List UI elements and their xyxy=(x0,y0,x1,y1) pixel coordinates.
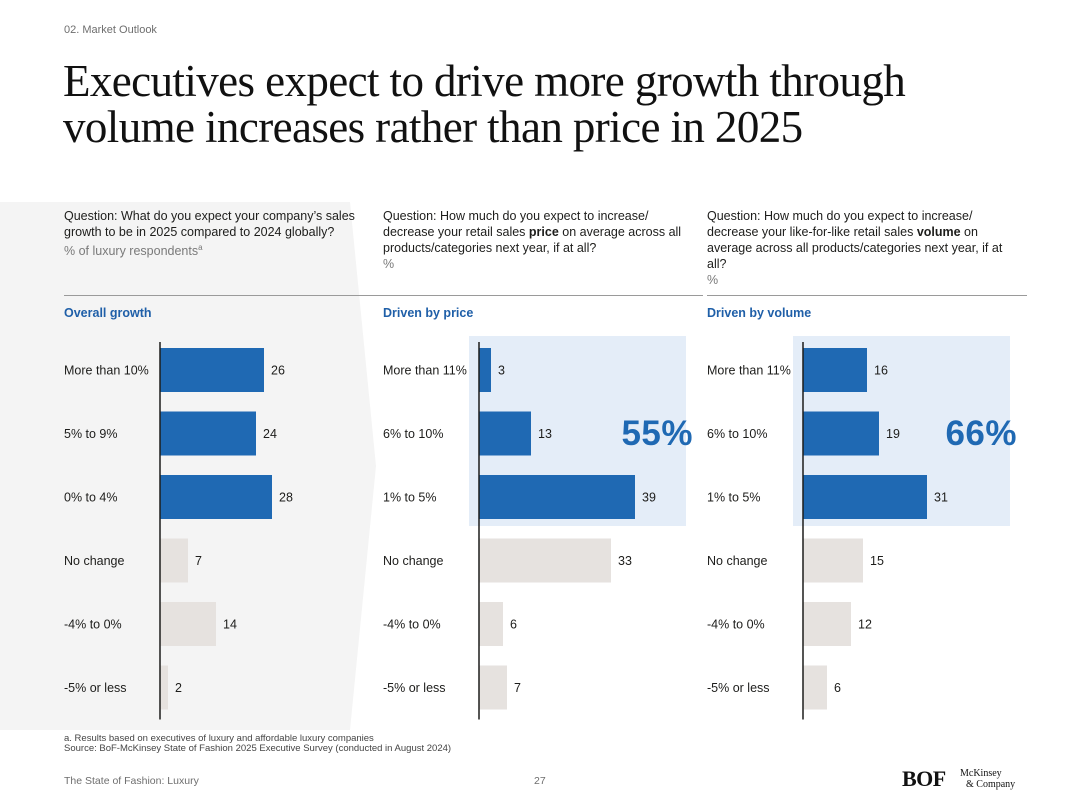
unit-label: % of luxury respondentsa xyxy=(64,243,203,259)
question-text: Question: How much do you expect to incr… xyxy=(707,208,1007,288)
category-label: -4% to 0% xyxy=(383,618,441,632)
chart-heading: Driven by price xyxy=(383,306,474,320)
bar xyxy=(160,475,272,519)
category-label: -5% or less xyxy=(383,681,446,695)
data-label: 28 xyxy=(279,491,293,505)
page-title: Executives expect to drive more growth t… xyxy=(63,56,906,152)
panel-driven-by-price: Question: How much do you expect to incr… xyxy=(383,202,703,722)
category-label: 0% to 4% xyxy=(64,491,118,505)
footnote-source: Source: BoF-McKinsey State of Fashion 20… xyxy=(64,743,452,754)
data-label: 14 xyxy=(223,618,237,632)
unit-label: % xyxy=(383,257,395,271)
data-label: 6 xyxy=(510,618,517,632)
unit-label: % xyxy=(707,273,719,287)
arrow-background xyxy=(0,202,376,730)
chart-heading: Overall growth xyxy=(64,306,152,320)
category-label: No change xyxy=(707,554,768,568)
footnote: a. Results based on executives of luxury… xyxy=(64,734,451,754)
bof-logo: BOF xyxy=(902,766,946,791)
bar xyxy=(160,411,256,456)
data-label: 2 xyxy=(175,681,182,695)
panel-driven-by-volume: Question: How much do you expect to incr… xyxy=(707,202,1027,722)
bar-chart-driven-by-volume: More than 11% 16 6% to 10% 19 1% to 5% 31 No c… xyxy=(707,342,948,720)
divider xyxy=(383,295,703,296)
data-label: 26 xyxy=(271,364,285,378)
category-label: 1% to 5% xyxy=(383,491,437,505)
bar xyxy=(160,602,216,646)
bar-chart-driven-by-price: More than 11% 3 6% to 10% 13 1% to 5% 39 No ch… xyxy=(383,342,656,720)
data-label: 15 xyxy=(870,554,884,568)
data-label: 39 xyxy=(642,491,656,505)
bar xyxy=(803,411,879,456)
category-label: -4% to 0% xyxy=(64,618,122,632)
bar xyxy=(803,665,827,710)
category-label: 1% to 5% xyxy=(707,491,761,505)
data-label: 33 xyxy=(618,554,632,568)
bar xyxy=(803,602,851,646)
category-label: 5% to 9% xyxy=(64,427,118,441)
category-label: 6% to 10% xyxy=(707,427,767,441)
data-label: 16 xyxy=(874,364,888,378)
bar xyxy=(160,665,168,710)
data-label: 31 xyxy=(934,491,948,505)
data-label: 12 xyxy=(858,618,872,632)
category-label: More than 11% xyxy=(383,364,467,378)
divider xyxy=(64,295,384,296)
bar xyxy=(803,475,927,519)
category-label: More than 11% xyxy=(707,364,791,378)
footer-publication: The State of Fashion: Luxury xyxy=(64,775,199,787)
mckinsey-logo: McKinsey & Company xyxy=(960,768,1016,790)
data-label: 7 xyxy=(195,554,202,568)
category-label: No change xyxy=(383,554,444,568)
data-label: 24 xyxy=(263,427,277,441)
bar xyxy=(160,348,264,392)
divider xyxy=(707,295,1027,296)
bar xyxy=(160,538,188,583)
category-label: No change xyxy=(64,554,125,568)
data-label: 13 xyxy=(538,427,552,441)
question-text: Question: How much do you expect to incr… xyxy=(383,209,682,271)
bar xyxy=(479,538,611,583)
bar xyxy=(803,538,863,583)
bar xyxy=(479,411,531,456)
data-label: 3 xyxy=(498,364,505,378)
chart-heading: Driven by volume xyxy=(707,306,812,320)
category-label: 6% to 10% xyxy=(383,427,443,441)
page-number: 27 xyxy=(534,775,546,787)
data-label: 19 xyxy=(886,427,900,441)
bar xyxy=(479,348,491,392)
category-label: More than 10% xyxy=(64,364,149,378)
highlight-percentage: 55% xyxy=(621,414,693,453)
category-label: -5% or less xyxy=(64,681,127,695)
highlight-percentage: 66% xyxy=(945,414,1017,453)
data-label: 7 xyxy=(514,681,521,695)
bar xyxy=(479,602,503,646)
category-label: -5% or less xyxy=(707,681,770,695)
bar xyxy=(479,665,507,710)
section-label: 02. Market Outlook xyxy=(64,24,157,36)
panel-overall-growth: Question: What do you expect your compan… xyxy=(64,202,384,722)
bar xyxy=(803,348,867,392)
category-label: -4% to 0% xyxy=(707,618,765,632)
data-label: 6 xyxy=(834,681,841,695)
bar xyxy=(479,475,635,519)
question-text: Question: What do you expect your compan… xyxy=(64,208,364,259)
footnote-note: a. Results based on executives of luxury… xyxy=(64,733,374,744)
bar-chart-overall-growth: More than 10% 26 5% to 9% 24 0% to 4% 28 No ch… xyxy=(64,342,293,720)
